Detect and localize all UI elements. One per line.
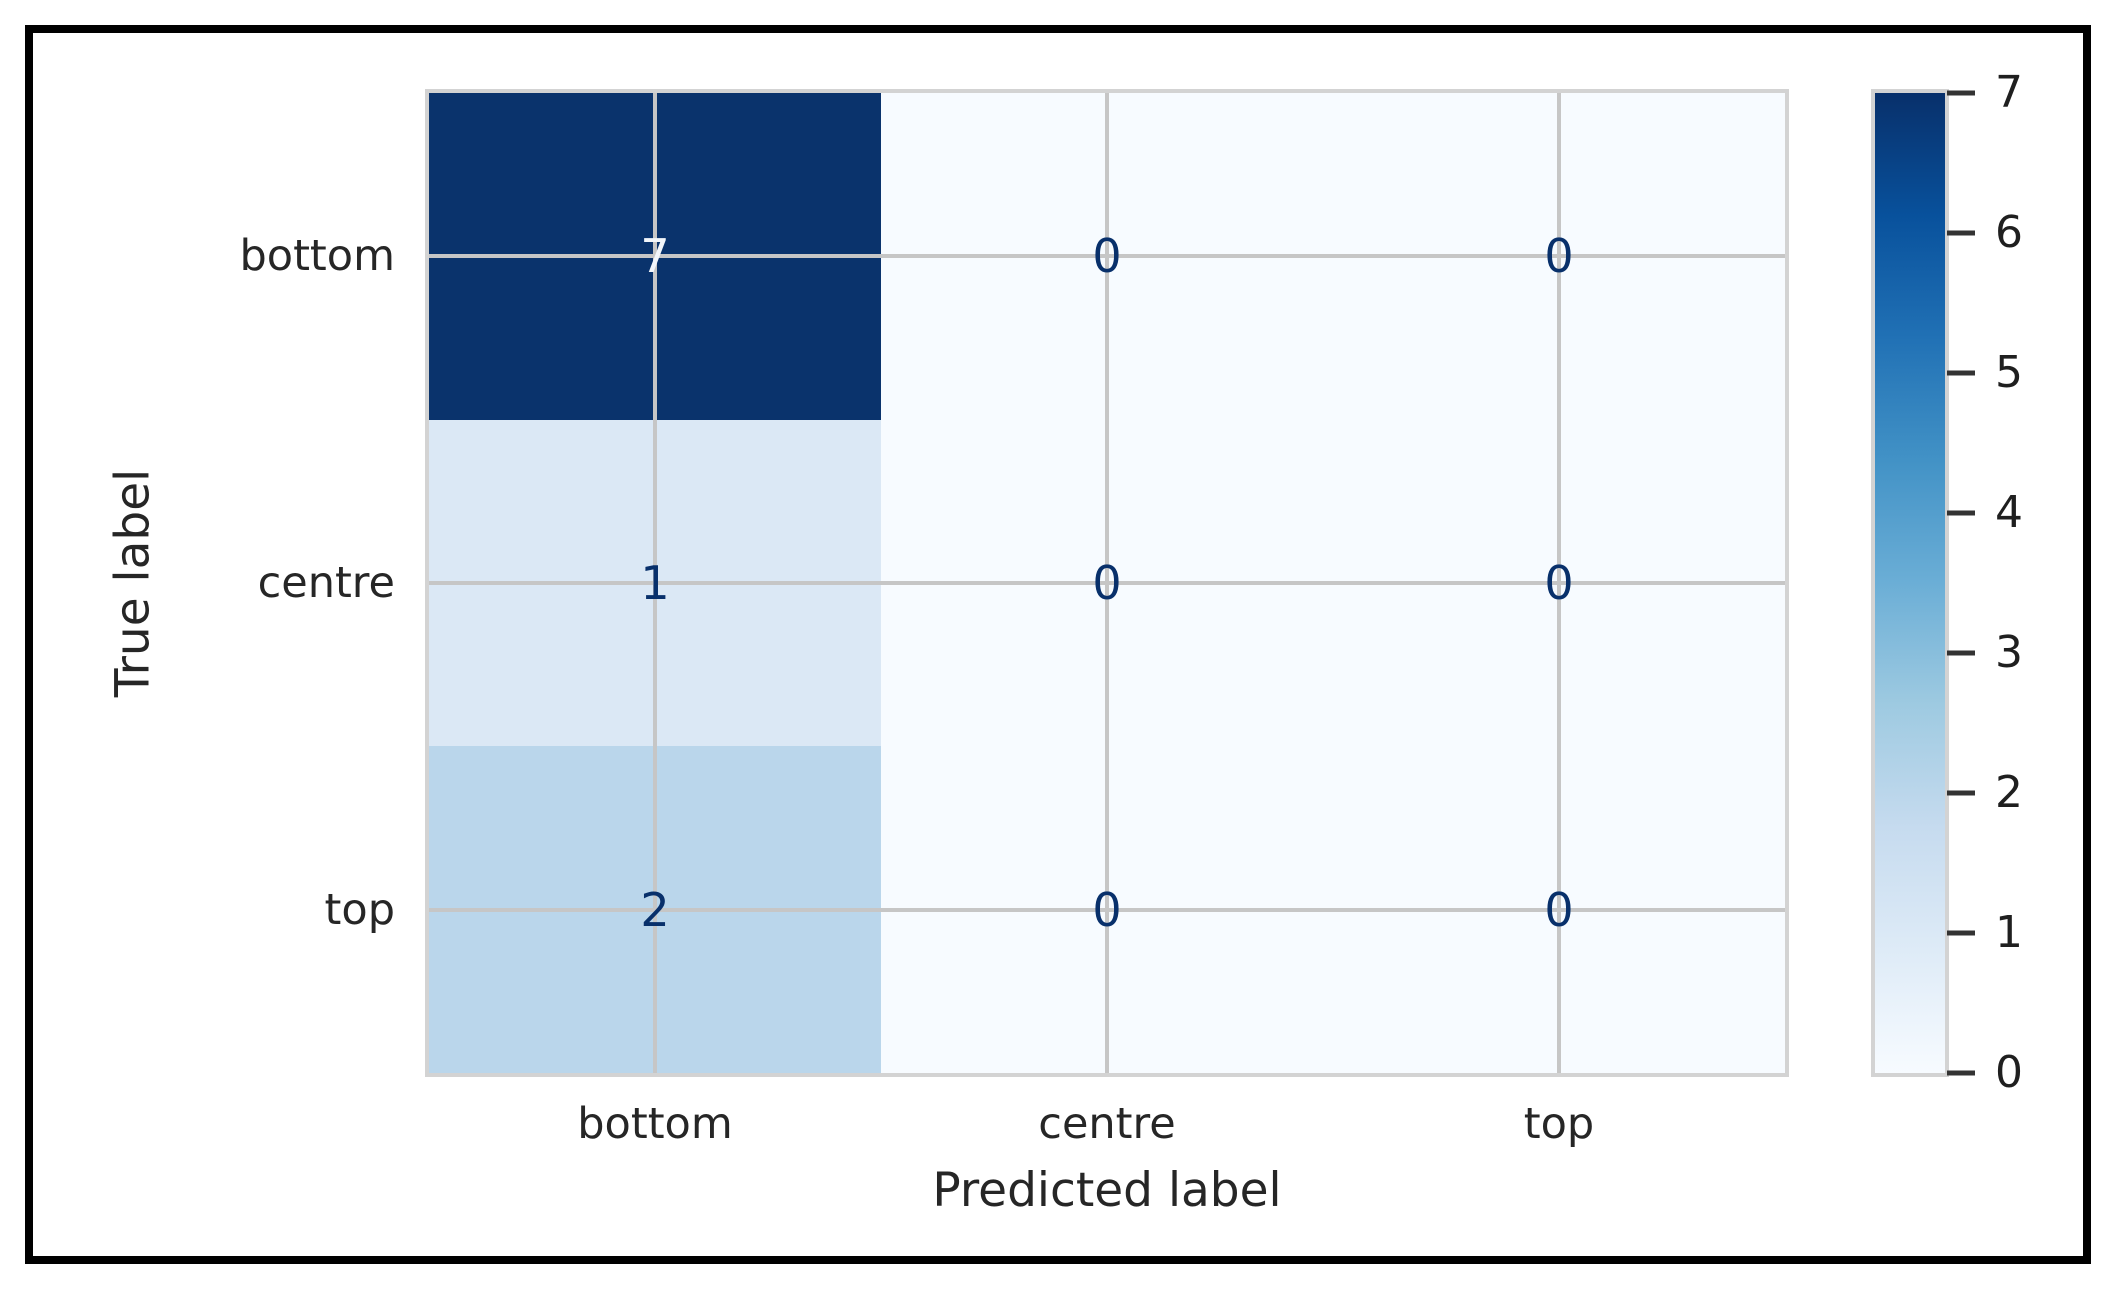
heatmap-gridlines [429, 93, 1785, 1073]
colorbar-tick-label-5: 5 [1995, 347, 2023, 398]
cell-value: 0 [1092, 229, 1122, 284]
colorbar-tick-mark-3 [1947, 650, 1975, 656]
y-tick-label-centre: centre [257, 558, 395, 608]
heatmap-axes: 7 0 0 1 0 0 2 0 0 [425, 89, 1789, 1077]
colorbar-tick-label-3: 3 [1995, 627, 2023, 678]
cell-value: 0 [1544, 229, 1574, 284]
cell-value: 0 [1544, 882, 1574, 937]
gridline-horizontal [429, 581, 1785, 585]
heatmap-annotations: 7 0 0 1 0 0 2 0 0 [429, 93, 1785, 1073]
colorbar-tick-mark-4 [1947, 510, 1975, 516]
colorbar-tick-marks [1947, 90, 1977, 1076]
colorbar-tick-label-0: 0 [1995, 1047, 2023, 1098]
colorbar-tick-label-2: 2 [1995, 767, 2023, 818]
x-axis-tick-labels: bottom centre top [429, 1098, 1785, 1150]
colorbar-tick-mark-2 [1947, 790, 1975, 796]
colorbar-tick-mark-0 [1947, 1070, 1975, 1076]
colorbar-gradient [1875, 93, 1945, 1073]
x-tick-label-top: top [1523, 1099, 1595, 1149]
colorbar-tick-mark-6 [1947, 230, 1975, 236]
x-tick-label-centre: centre [1038, 1099, 1176, 1149]
cell-value: 1 [640, 556, 670, 610]
colorbar-tick-label-6: 6 [1995, 207, 2023, 258]
y-axis-title: True label [105, 468, 161, 698]
colorbar-tick-mark-1 [1947, 930, 1975, 936]
y-axis-tick-labels: bottom centre top [120, 93, 395, 1073]
colorbar-tick-label-4: 4 [1995, 487, 2023, 538]
cell-value: 0 [1092, 882, 1122, 937]
gridline-vertical [1557, 93, 1561, 1073]
cell-value: 7 [640, 229, 670, 284]
colorbar-tick-label-1: 1 [1995, 907, 2023, 958]
colorbar [1871, 89, 1949, 1077]
cell-value: 0 [1092, 556, 1122, 610]
y-tick-label-top: top [324, 884, 395, 935]
heatmap-mesh: 7 0 0 1 0 0 2 0 0 [429, 93, 1785, 1073]
x-axis-title: Predicted label [932, 1163, 1282, 1218]
colorbar-tick-label-7: 7 [1995, 67, 2023, 118]
y-tick-label-bottom: bottom [239, 231, 395, 282]
cell-value: 2 [640, 882, 670, 937]
colorbar-tick-mark-5 [1947, 370, 1975, 376]
x-tick-label-bottom: bottom [577, 1099, 733, 1149]
cell-value: 0 [1544, 556, 1574, 610]
gridline-horizontal [429, 907, 1785, 912]
colorbar-tick-mark-7 [1947, 90, 1975, 96]
